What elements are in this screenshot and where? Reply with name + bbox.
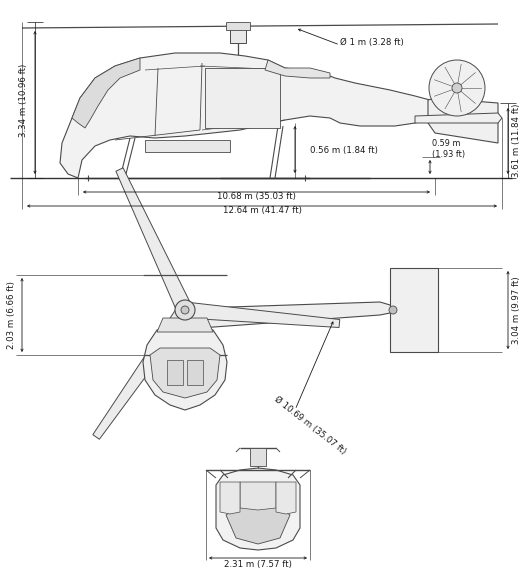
Polygon shape [200, 302, 395, 328]
Polygon shape [93, 306, 191, 439]
Text: 3.04 m (9.97 ft): 3.04 m (9.97 ft) [512, 276, 520, 344]
Text: 10.68 m (35.03 ft): 10.68 m (35.03 ft) [216, 192, 295, 202]
Circle shape [175, 300, 195, 320]
Polygon shape [143, 322, 227, 410]
Text: 12.64 m (41.47 ft): 12.64 m (41.47 ft) [223, 206, 302, 216]
Polygon shape [150, 348, 220, 398]
Polygon shape [116, 168, 192, 313]
Polygon shape [428, 98, 498, 143]
Text: 2.31 m (7.57 ft): 2.31 m (7.57 ft) [224, 560, 292, 568]
Polygon shape [167, 360, 183, 385]
Text: 0.59 m
(1.93 ft): 0.59 m (1.93 ft) [432, 139, 465, 159]
Bar [250, 448, 266, 466]
Text: 3.34 m (10.96 ft): 3.34 m (10.96 ft) [20, 63, 29, 137]
Bar [226, 22, 250, 30]
Circle shape [429, 60, 485, 116]
Polygon shape [415, 113, 502, 123]
Polygon shape [240, 482, 276, 510]
Circle shape [389, 306, 397, 314]
Polygon shape [276, 482, 296, 514]
Polygon shape [157, 318, 213, 332]
Text: 0.56 m (1.84 ft): 0.56 m (1.84 ft) [310, 145, 378, 155]
Bar [145, 140, 230, 152]
Text: Ø 10.69 m (35.07 ft): Ø 10.69 m (35.07 ft) [272, 394, 347, 456]
Polygon shape [60, 53, 435, 178]
Circle shape [181, 306, 189, 314]
Text: Ø 1 m (3.28 ft): Ø 1 m (3.28 ft) [340, 38, 404, 46]
Bar [230, 25, 246, 43]
Polygon shape [72, 58, 140, 128]
Circle shape [452, 83, 462, 93]
Bar [205, 68, 280, 128]
Polygon shape [265, 60, 330, 78]
Polygon shape [220, 482, 240, 514]
Text: 2.03 m (6.66 ft): 2.03 m (6.66 ft) [7, 281, 17, 349]
Polygon shape [226, 505, 290, 544]
Polygon shape [187, 360, 203, 385]
Text: 3.61 m (11.84 ft): 3.61 m (11.84 ft) [512, 103, 520, 177]
Polygon shape [184, 302, 340, 328]
Polygon shape [216, 468, 300, 550]
Bar [390, 268, 438, 352]
